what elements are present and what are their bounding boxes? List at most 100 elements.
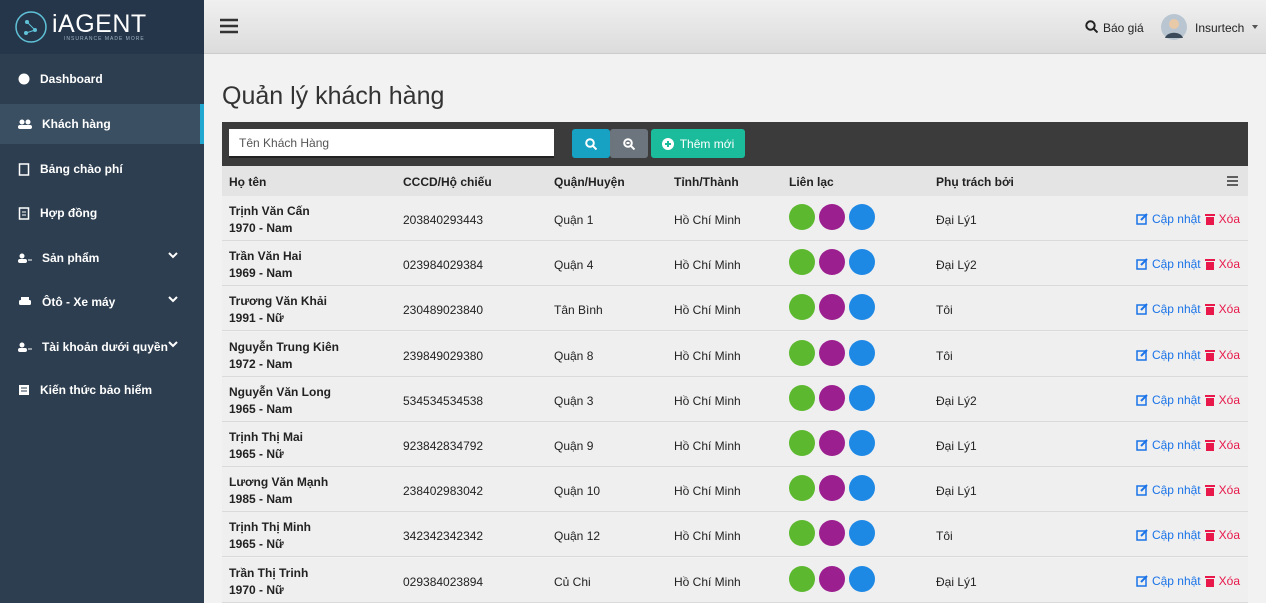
zalo-button[interactable] bbox=[849, 565, 875, 592]
menu-item[interactable]: Khách hàng bbox=[0, 104, 204, 144]
birth-gender: 1965 - Nam bbox=[229, 401, 293, 416]
menu-toggle[interactable] bbox=[220, 18, 238, 34]
city: Hồ Chí Minh bbox=[674, 303, 741, 318]
row-actions: Cập nhật Xóa bbox=[1136, 574, 1240, 588]
menu-item[interactable]: Bảng chào phí bbox=[0, 149, 204, 189]
update-link[interactable]: Cập nhật bbox=[1151, 212, 1201, 226]
table-row: Trịnh Văn Cấn 1970 - Nam 203840293443 Quận … bbox=[222, 196, 1248, 241]
call-button[interactable] bbox=[789, 294, 815, 321]
delete-link[interactable]: Xóa bbox=[1218, 528, 1240, 543]
menu-label: Khách hàng bbox=[42, 117, 111, 131]
email-button[interactable] bbox=[819, 339, 845, 366]
email-button[interactable] bbox=[819, 384, 845, 411]
delete-link[interactable]: Xóa bbox=[1218, 438, 1240, 452]
update-link[interactable]: Cập nhật bbox=[1151, 257, 1201, 272]
header-cell: Họ tên bbox=[229, 175, 267, 189]
id: 230489023840 bbox=[403, 303, 484, 318]
update-link[interactable]: Cập nhật bbox=[1151, 392, 1201, 407]
row-actions: Cập nhật Xóa bbox=[1136, 212, 1240, 226]
update-link[interactable]: Cập nhật bbox=[1151, 347, 1201, 362]
delete-link[interactable]: Xóa bbox=[1218, 257, 1240, 272]
quote-link[interactable]: Báo giá bbox=[1103, 21, 1144, 35]
call-button[interactable] bbox=[789, 204, 815, 230]
logo: iAGENT INSURANCE MADE MORE bbox=[0, 0, 204, 54]
email-button[interactable] bbox=[819, 294, 845, 321]
zalo-button[interactable] bbox=[849, 384, 875, 411]
call-button[interactable] bbox=[789, 384, 815, 411]
zalo-button[interactable] bbox=[849, 339, 875, 366]
birth-gender: 1969 - Nam bbox=[229, 266, 293, 281]
delete-link[interactable]: Xóa bbox=[1218, 483, 1240, 498]
search-input[interactable]: Tên Khách Hàng bbox=[229, 129, 554, 158]
add-button[interactable]: Thêm mới bbox=[651, 129, 745, 158]
customer-name: Trịnh Thị Mai bbox=[229, 430, 303, 444]
row-actions: Cập nhật Xóa bbox=[1136, 348, 1240, 362]
topbar: Báo giá Insurtech bbox=[204, 0, 1266, 54]
district: Quận 10 bbox=[554, 484, 601, 499]
delete-link[interactable]: Xóa bbox=[1218, 347, 1240, 362]
call-button[interactable] bbox=[789, 520, 815, 547]
search-button[interactable] bbox=[572, 129, 610, 158]
menu-item[interactable]: Ôtô - Xe máy bbox=[0, 282, 204, 322]
menu-item[interactable]: Dashboard bbox=[0, 59, 204, 99]
email-button[interactable] bbox=[819, 475, 845, 502]
call-button[interactable] bbox=[789, 339, 815, 366]
email-button[interactable] bbox=[819, 430, 845, 456]
search-icon[interactable] bbox=[1085, 20, 1098, 33]
page-title: Quản lý khách hàng bbox=[222, 82, 445, 110]
district: Quận 1 bbox=[554, 213, 594, 227]
menu-item[interactable]: Hợp đồng bbox=[0, 193, 204, 233]
update-link[interactable]: Cập nhật bbox=[1151, 438, 1201, 452]
logo-icon bbox=[15, 11, 47, 43]
call-button[interactable] bbox=[789, 430, 815, 456]
id: 029384023894 bbox=[403, 574, 484, 589]
delete-link[interactable]: Xóa bbox=[1218, 302, 1240, 317]
delete-link[interactable]: Xóa bbox=[1218, 573, 1240, 588]
update-link[interactable]: Cập nhật bbox=[1151, 573, 1201, 588]
menu-item[interactable]: Sản phẩm bbox=[0, 238, 204, 278]
add-label: Thêm mới bbox=[679, 136, 735, 151]
zalo-button[interactable] bbox=[849, 249, 875, 276]
menu-label: Dashboard bbox=[40, 72, 103, 86]
email-button[interactable] bbox=[819, 249, 845, 276]
email-button[interactable] bbox=[819, 520, 845, 547]
update-link[interactable]: Cập nhật bbox=[1151, 302, 1201, 317]
table-row: Trương Văn Khải 1991 - Nữ 230489023840 Tân … bbox=[222, 286, 1248, 332]
call-button[interactable] bbox=[789, 475, 815, 502]
owner: Đại Lý1 bbox=[936, 574, 977, 589]
zalo-button[interactable] bbox=[849, 520, 875, 547]
row-actions: Cập nhật Xóa bbox=[1136, 528, 1240, 542]
owner: Đại Lý1 bbox=[936, 439, 977, 453]
menu-item[interactable]: Kiến thức bảo hiểm bbox=[0, 370, 204, 410]
edit-icon bbox=[1136, 258, 1148, 270]
call-button[interactable] bbox=[789, 565, 815, 592]
column-menu[interactable] bbox=[1227, 176, 1238, 186]
delete-link[interactable]: Xóa bbox=[1218, 392, 1240, 407]
table-header: Họ tên CCCD/Hộ chiếu Quận/Huyện Tỉnh/Thành L… bbox=[222, 166, 1248, 196]
city: Hồ Chí Minh bbox=[674, 574, 741, 589]
avatar[interactable] bbox=[1161, 14, 1187, 40]
email-button[interactable] bbox=[819, 565, 845, 592]
update-link[interactable]: Cập nhật bbox=[1151, 528, 1201, 543]
delete-icon bbox=[1204, 485, 1215, 497]
reset-button[interactable] bbox=[610, 129, 648, 158]
district: Quận 9 bbox=[554, 439, 594, 453]
user-name[interactable]: Insurtech bbox=[1195, 21, 1245, 35]
edit-icon bbox=[1136, 574, 1148, 587]
header-cell: CCCD/Hộ chiếu bbox=[403, 175, 492, 189]
zalo-button[interactable] bbox=[849, 430, 875, 456]
zalo-button[interactable] bbox=[849, 204, 875, 230]
id: 342342342342 bbox=[403, 529, 484, 544]
owner: Tôi bbox=[936, 529, 953, 544]
district: Tân Bình bbox=[554, 303, 603, 318]
zalo-button[interactable] bbox=[849, 475, 875, 502]
email-button[interactable] bbox=[819, 204, 845, 230]
id: 923842834792 bbox=[403, 439, 484, 453]
call-button[interactable] bbox=[789, 249, 815, 276]
menu-item[interactable]: Tài khoản dưới quyền bbox=[0, 327, 204, 367]
delete-link[interactable]: Xóa bbox=[1218, 212, 1240, 226]
zalo-button[interactable] bbox=[849, 294, 875, 321]
owner: Đại Lý2 bbox=[936, 258, 977, 273]
menu-label: Hợp đồng bbox=[40, 206, 98, 220]
update-link[interactable]: Cập nhật bbox=[1151, 483, 1201, 498]
